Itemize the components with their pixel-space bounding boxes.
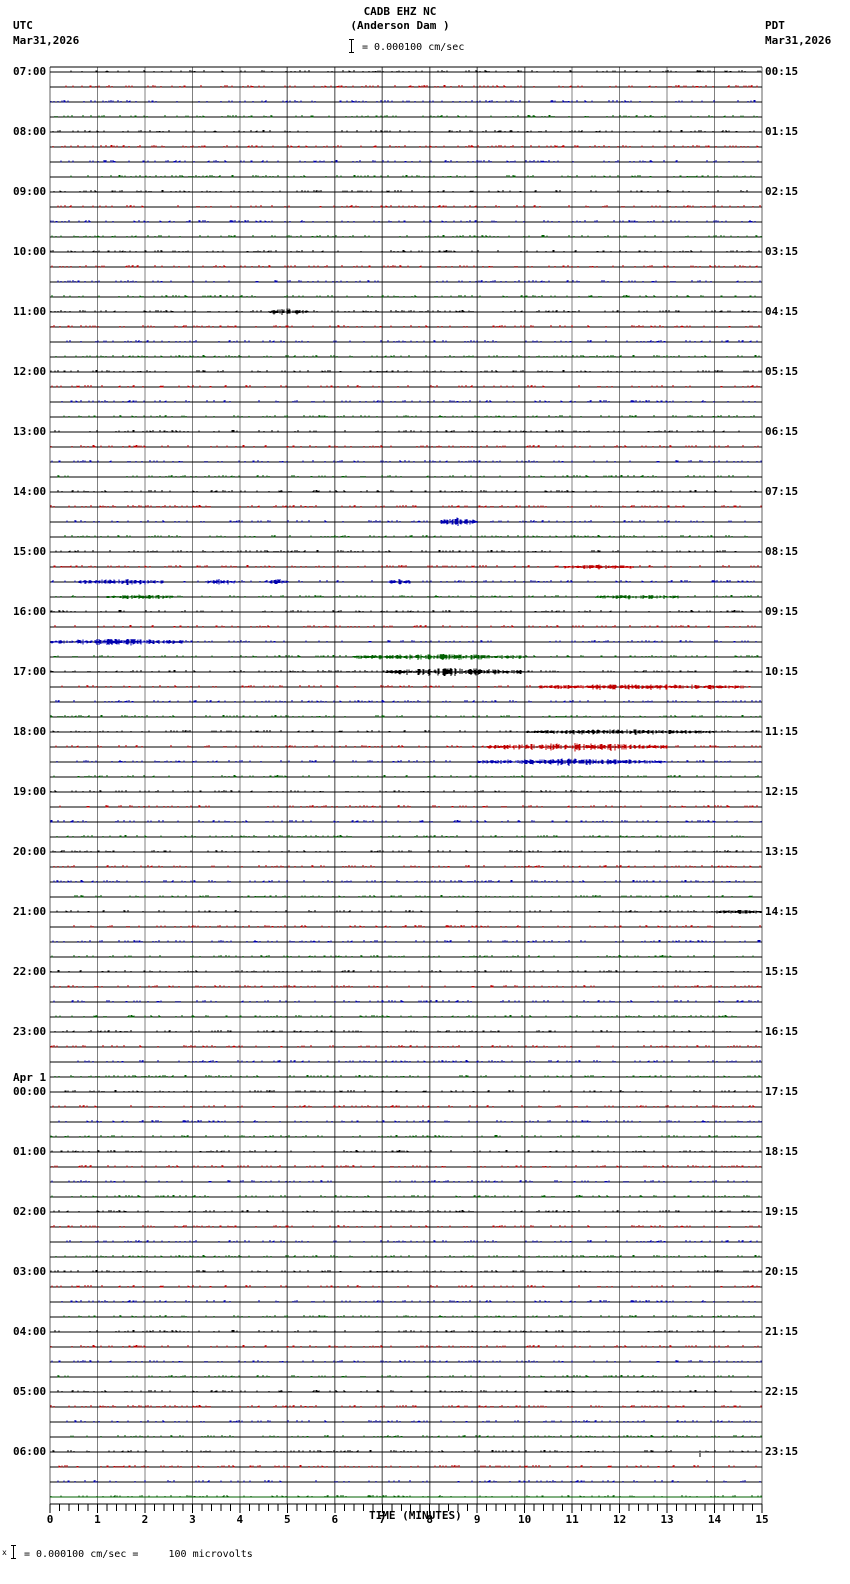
utc-hour-label: 13:00 [13,425,47,438]
utc-hour-label: 10:00 [13,245,47,258]
utc-hour-label: 06:00 [13,1445,47,1458]
x-tick-label: 4 [237,1513,244,1526]
utc-hour-label: 01:00 [13,1145,47,1158]
pdt-hour-label: 22:15 [765,1385,799,1398]
pdt-hour-label: 08:15 [765,545,799,558]
scale-bar-icon [349,39,357,53]
pdt-hour-label: 02:15 [765,185,799,198]
pdt-hour-label: 03:15 [765,245,799,258]
utc-hour-label: 09:00 [13,185,47,198]
right-date-label: Mar31,2026 [765,34,832,47]
utc-hour-label: 22:00 [13,965,47,978]
x-tick-label: 6 [331,1513,338,1526]
pdt-hour-label: 07:15 [765,485,799,498]
pdt-hour-label: 20:15 [765,1265,799,1278]
x-axis-title: TIME (MINUTES) [369,1509,462,1522]
left-timezone-label: UTC [13,19,33,32]
x-tick-label: 0 [47,1513,54,1526]
right-timezone-label: PDT [765,19,785,32]
pdt-hour-label: 04:15 [765,305,799,318]
station-site: (Anderson Dam ) [350,19,450,32]
x-tick-label: 11 [566,1513,580,1526]
utc-hour-label: 17:00 [13,665,47,678]
x-tick-label: 2 [142,1513,149,1526]
footer-marker: x [2,1548,7,1557]
utc-hour-label: 14:00 [13,485,47,498]
utc-hour-label: 15:00 [13,545,47,558]
scale-text: = 0.000100 cm/sec [362,42,465,53]
x-tick-label: 9 [474,1513,481,1526]
x-tick-label: 15 [755,1513,768,1526]
pdt-hour-label: 01:15 [765,125,799,138]
pdt-hour-label: 17:15 [765,1085,799,1098]
pdt-hour-label: 16:15 [765,1025,799,1038]
utc-hour-label: 07:00 [13,65,47,78]
footer-scale-text: = 0.000100 cm/sec = 100 microvolts [24,1549,253,1560]
pdt-hour-label: 11:15 [765,725,799,738]
utc-hour-label: 16:00 [13,605,47,618]
pdt-hour-label: 09:15 [765,605,799,618]
pdt-hour-label: 15:15 [765,965,799,978]
pdt-hour-label: 12:15 [765,785,799,798]
x-tick-label: 3 [189,1513,196,1526]
x-tick-label: 10 [518,1513,531,1526]
pdt-hour-label: 23:15 [765,1445,799,1458]
utc-hour-label: 23:00 [13,1025,47,1038]
x-tick-label: 14 [708,1513,722,1526]
station-title: CADB EHZ NC [363,5,437,18]
x-tick-label: 5 [284,1513,291,1526]
pdt-hour-label: 19:15 [765,1205,799,1218]
pdt-hour-label: 00:15 [765,65,799,78]
utc-hour-label: 05:00 [13,1385,47,1398]
pdt-hour-label: 06:15 [765,425,799,438]
utc-hour-label: 03:00 [13,1265,47,1278]
x-tick-label: 8 [426,1513,433,1526]
utc-hour-label: 18:00 [13,725,47,738]
utc-hour-label: 08:00 [13,125,47,138]
utc-hour-label: 19:00 [13,785,47,798]
footer-scale-bar-icon [11,1545,19,1559]
pdt-hour-label: 21:15 [765,1325,799,1338]
x-tick-label: 12 [613,1513,626,1526]
x-tick-label: 13 [660,1513,673,1526]
utc-hour-label: 00:00 [13,1085,47,1098]
x-tick-label: 1 [94,1513,101,1526]
pdt-hour-label: 18:15 [765,1145,799,1158]
pdt-hour-label: 05:15 [765,365,799,378]
utc-hour-label: 21:00 [13,905,47,918]
left-date-label: Mar31,2026 [13,34,80,47]
pdt-hour-label: 10:15 [765,665,799,678]
utc-hour-label: 12:00 [13,365,47,378]
pdt-hour-label: 14:15 [765,905,799,918]
utc-hour-label: 04:00 [13,1325,47,1338]
x-tick-label: 7 [379,1513,386,1526]
pdt-hour-label: 13:15 [765,845,799,858]
utc-hour-label: 02:00 [13,1205,47,1218]
utc-hour-label: 11:00 [13,305,47,318]
utc-date-change-label: Apr 1 [13,1071,47,1084]
utc-hour-label: 20:00 [13,845,47,858]
